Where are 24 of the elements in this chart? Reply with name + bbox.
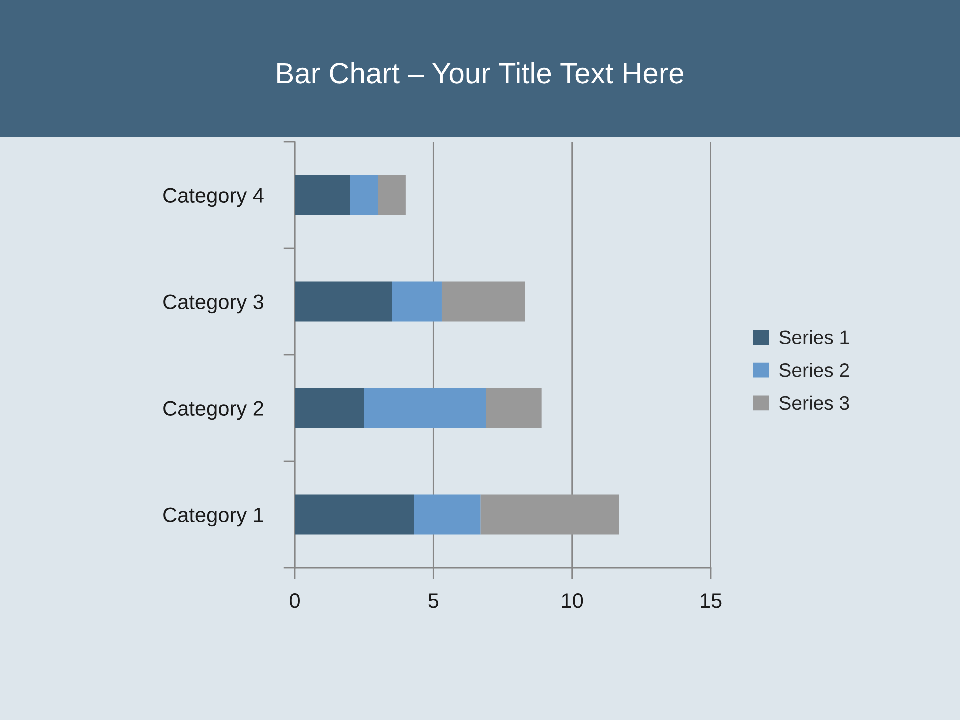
bar — [480, 494, 620, 535]
bar — [364, 388, 486, 428]
bar — [295, 175, 350, 216]
legend-label: Series 2 — [780, 363, 850, 378]
x-tick-label: 5 — [428, 594, 439, 608]
bar — [295, 494, 414, 535]
chart-title: Bar Chart – Your Title Text Here — [278, 62, 684, 84]
x-tick-label: 0 — [290, 594, 300, 608]
bar — [486, 388, 542, 428]
x-tick-label: 15 — [701, 594, 722, 608]
bar — [414, 494, 481, 535]
y-tick-label: Category 3 — [164, 294, 264, 314]
bar — [295, 388, 364, 428]
bar — [442, 282, 526, 322]
legend-label: Series 1 — [780, 330, 850, 344]
bar — [295, 282, 392, 322]
legend-label: Series 3 — [780, 396, 850, 410]
bar — [392, 282, 442, 322]
x-tick-label: 10 — [562, 594, 584, 608]
bar — [378, 175, 406, 216]
bar — [350, 175, 378, 216]
y-tick-label: Category 2 — [164, 401, 264, 420]
y-tick-label: Category 4 — [164, 188, 264, 208]
y-tick-label: Category 1 — [164, 508, 264, 527]
